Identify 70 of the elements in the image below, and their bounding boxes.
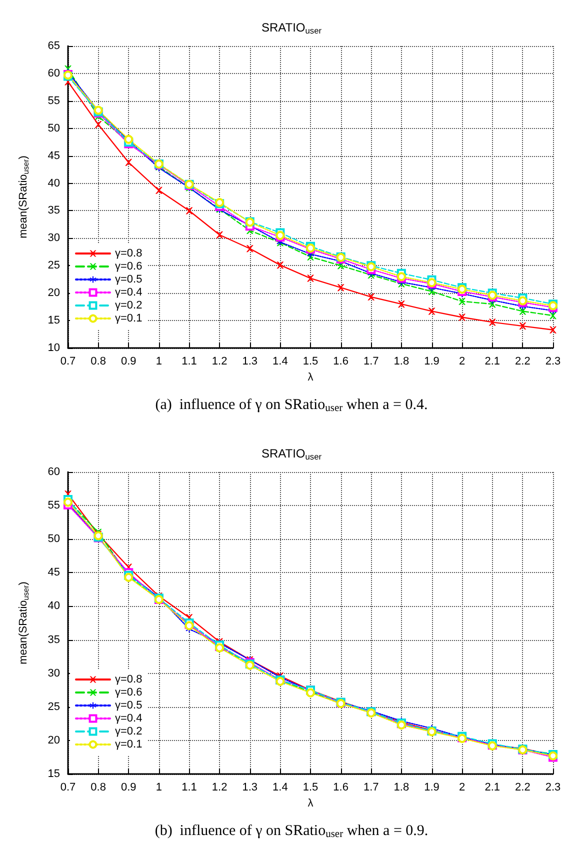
y-tick-label: 20: [48, 734, 60, 746]
x-tick-label: 1.8: [394, 356, 410, 368]
x-tick-label: 1: [156, 782, 162, 794]
x-tick-label: 2.1: [484, 356, 500, 368]
x-tick-label: 2.3: [545, 782, 561, 794]
y-tick-label: 50: [48, 533, 60, 546]
x-tick-label: 2.1: [484, 782, 500, 794]
y-tick-label: 40: [48, 177, 60, 190]
x-tick-label: 2.3: [545, 356, 561, 368]
x-tick-label: 0.9: [120, 356, 136, 368]
y-tick-label: 15: [48, 768, 60, 780]
legend-label: γ=0.6: [115, 686, 142, 698]
x-tick-label: 1.9: [424, 782, 440, 794]
y-tick-label: 65: [48, 40, 60, 52]
x-tick-label: 1.1: [182, 356, 197, 368]
x-tick-label: 0.9: [120, 782, 136, 794]
legend-label: γ=0.4: [115, 712, 142, 724]
x-tick-label: 2.2: [515, 356, 530, 368]
legend-label: γ=0.1: [115, 738, 142, 750]
y-tick-label: 35: [48, 204, 60, 217]
x-axis-title: λ: [308, 798, 314, 810]
x-tick-label: 1.7: [363, 782, 379, 794]
x-tick-label: 0.7: [60, 356, 76, 368]
x-tick-label: 1.5: [302, 782, 318, 794]
y-tick-label: 20: [48, 287, 60, 300]
x-tick-label: 0.8: [90, 782, 106, 794]
x-tick-label: 1: [156, 356, 162, 368]
y-tick-label: 35: [48, 634, 60, 646]
y-tick-label: 25: [48, 700, 60, 713]
y-tick-label: 50: [48, 122, 60, 134]
y-tick-label: 55: [48, 500, 60, 512]
x-tick-label: 1.6: [333, 356, 348, 368]
x-tick-label: 1.7: [363, 356, 379, 368]
legend-label: γ=0.2: [115, 300, 142, 312]
x-tick-label: 1.4: [272, 356, 288, 368]
y-tick-label: 60: [48, 466, 60, 478]
x-tick-label: 2: [459, 782, 466, 794]
legend-label: γ=0.8: [115, 674, 142, 686]
x-tick-label: 1.5: [302, 356, 318, 368]
legend-label: γ=0.2: [115, 726, 142, 738]
y-tick-label: 45: [48, 150, 60, 162]
legend-label: γ=0.8: [115, 248, 142, 260]
x-axis-title: λ: [308, 372, 314, 384]
x-tick-label: 1.1: [182, 782, 197, 794]
y-tick-label: 55: [48, 94, 60, 107]
y-tick-label: 30: [48, 667, 60, 680]
x-tick-label: 1.4: [272, 782, 288, 794]
x-tick-label: 2.2: [515, 782, 530, 794]
x-tick-label: 0.8: [90, 356, 106, 368]
x-tick-label: 1.2: [212, 782, 228, 794]
y-tick-label: 25: [48, 260, 60, 272]
x-tick-label: 2: [459, 356, 466, 368]
x-tick-label: 1.3: [242, 782, 258, 794]
legend-label: γ=0.1: [115, 312, 142, 324]
y-tick-label: 60: [48, 67, 60, 80]
x-tick-label: 1.6: [333, 782, 348, 794]
legend-label: γ=0.4: [115, 286, 142, 298]
x-tick-label: 1.2: [212, 356, 228, 368]
x-tick-label: 1.3: [242, 356, 258, 368]
y-tick-label: 45: [48, 566, 60, 579]
y-tick-label: 10: [48, 342, 60, 354]
legend-label: γ=0.5: [115, 700, 142, 712]
legend-label: γ=0.6: [115, 260, 142, 272]
y-tick-label: 15: [48, 314, 60, 327]
y-tick-label: 30: [48, 232, 60, 244]
x-tick-label: 1.9: [424, 356, 440, 368]
x-tick-label: 0.7: [60, 782, 76, 794]
legend-label: γ=0.5: [115, 274, 142, 286]
y-tick-label: 40: [48, 600, 60, 612]
x-tick-label: 1.8: [394, 782, 410, 794]
